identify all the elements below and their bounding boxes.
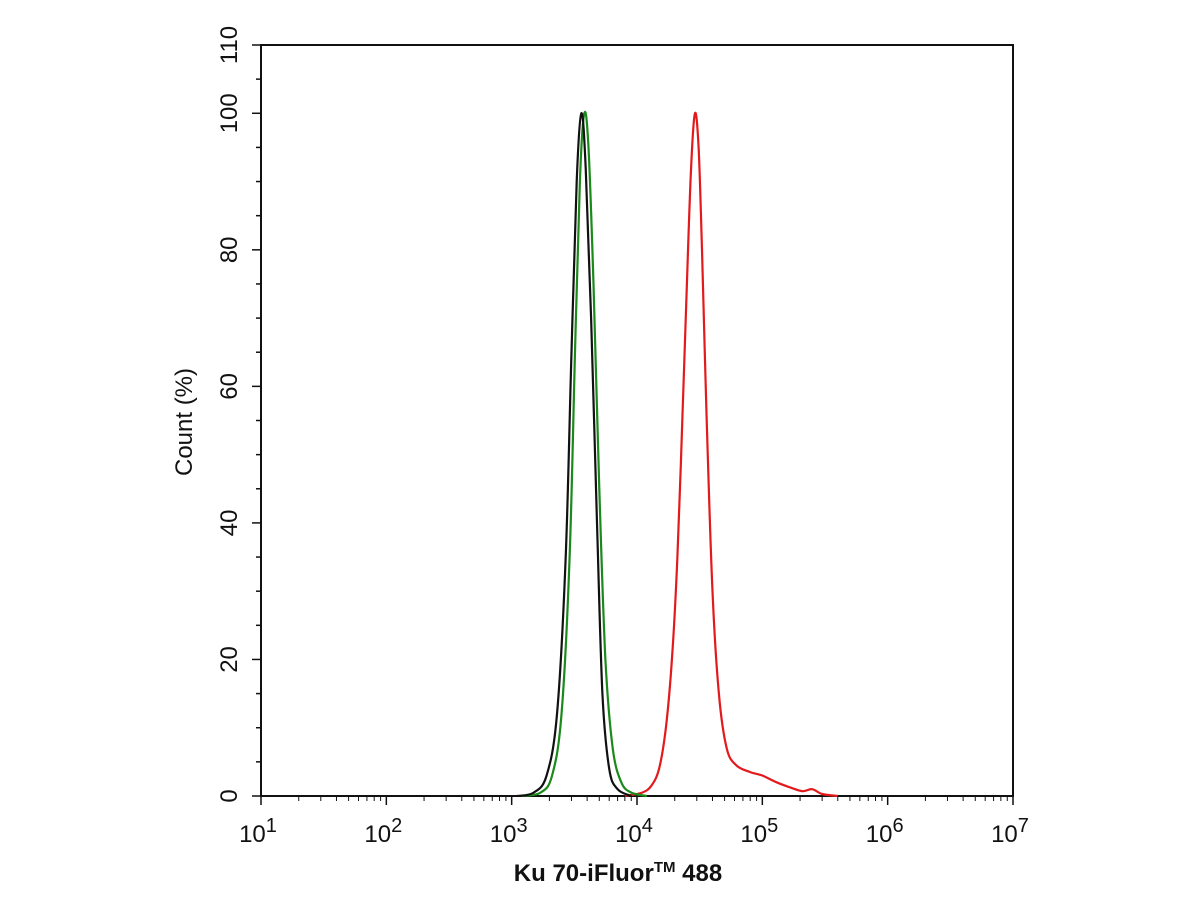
y-tick-label: 60 xyxy=(216,373,243,400)
x-tick-label: 107 xyxy=(991,815,1029,848)
plot-frame xyxy=(260,44,1014,797)
x-tick-label: 105 xyxy=(740,815,778,848)
y-tick-label: 80 xyxy=(216,236,243,263)
x-tick-label: 103 xyxy=(490,815,528,848)
y-tick-label: 40 xyxy=(216,510,243,537)
series-line-2 xyxy=(521,110,648,798)
y-tick-label: 100 xyxy=(216,93,243,133)
y-tick-label: 20 xyxy=(216,646,243,673)
x-tick-label: 106 xyxy=(866,815,904,848)
series-line-3 xyxy=(516,112,632,798)
y-axis-label: Count (%) xyxy=(171,368,198,476)
y-tick-label: 110 xyxy=(216,26,243,64)
x-axis-label: Ku 70-iFluorTM 488 xyxy=(514,859,722,887)
series-line-1 xyxy=(624,111,838,798)
y-tick-label: 0 xyxy=(216,789,243,802)
x-tick-label: 102 xyxy=(364,815,402,848)
x-axis: 101 102 103 104 105 106 107 xyxy=(239,796,1029,848)
x-tick-label: 104 xyxy=(615,815,653,848)
x-tick-label: 101 xyxy=(239,815,277,848)
series-group xyxy=(516,110,838,798)
y-axis: 0 20 40 60 80 100 110 xyxy=(216,26,261,803)
